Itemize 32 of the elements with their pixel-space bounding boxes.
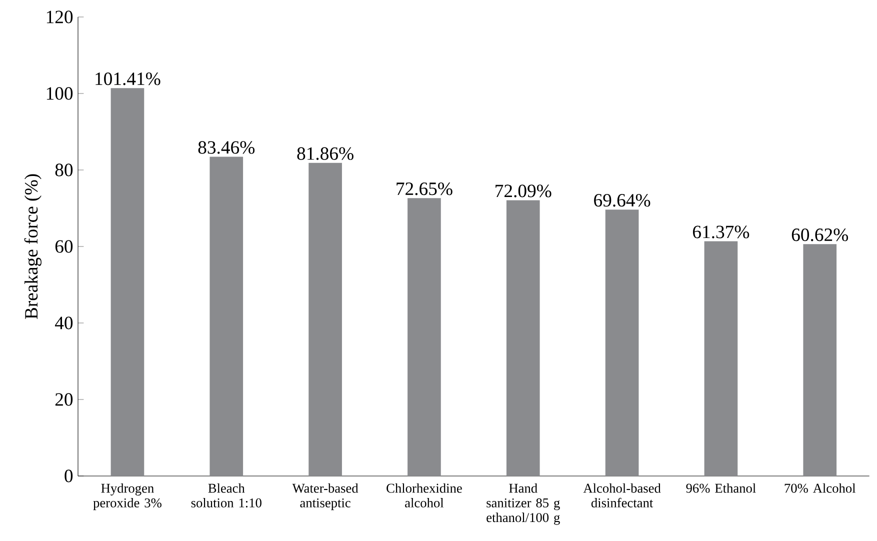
bar bbox=[605, 210, 639, 476]
bar bbox=[210, 156, 244, 476]
y-tick-label: 40 bbox=[54, 316, 73, 330]
bar bbox=[308, 162, 342, 476]
data-label: 83.46% bbox=[198, 141, 255, 154]
bar bbox=[704, 241, 738, 476]
x-tick-label: Alcohol-based disinfectant bbox=[583, 483, 661, 508]
y-tick-label: 100 bbox=[46, 87, 73, 100]
bar bbox=[803, 244, 837, 476]
y-tick-label: 120 bbox=[46, 10, 73, 24]
y-tick-label: 60 bbox=[55, 240, 73, 253]
x-tick-label: Hand sanitizer 85 g ethanol/100 g bbox=[486, 483, 560, 525]
data-label: 101.41% bbox=[96, 72, 160, 86]
data-label: 60.62% bbox=[792, 228, 848, 242]
data-label: 61.37% bbox=[692, 226, 750, 238]
data-label: 72.09% bbox=[496, 184, 552, 198]
x-tick-label: Hydrogen peroxide 3% bbox=[93, 483, 162, 510]
x-tick-label: 96% Ethanol bbox=[686, 483, 756, 493]
bar bbox=[506, 200, 540, 476]
y-tick-label: 0 bbox=[64, 470, 73, 482]
y-tick-label: 80 bbox=[55, 164, 73, 176]
bar bbox=[408, 198, 441, 476]
x-tick-label: 70% Alcohol bbox=[784, 483, 856, 493]
data-label: 72.65% bbox=[396, 182, 452, 196]
x-tick-label: Bleach solution 1:10 bbox=[191, 483, 262, 508]
y-tick-label: 20 bbox=[55, 393, 73, 406]
data-label: 81.86% bbox=[297, 147, 354, 160]
data-label: 69.64% bbox=[594, 194, 650, 207]
bar bbox=[110, 88, 144, 476]
y-axis-title: Breakage force (%) bbox=[24, 174, 42, 320]
x-tick-label: Chlorhexidine alcohol bbox=[386, 483, 462, 508]
x-tick-label: Water-based antiseptic bbox=[292, 483, 358, 510]
